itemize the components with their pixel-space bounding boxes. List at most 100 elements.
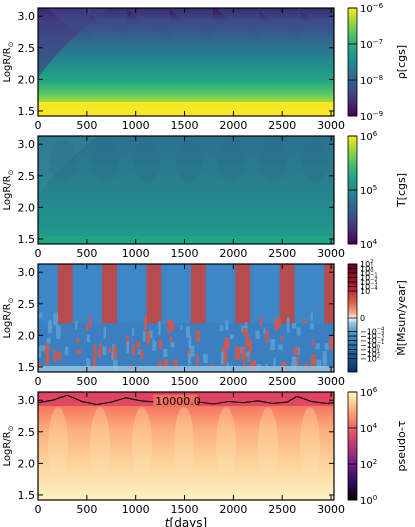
flux-column: [319, 264, 325, 324]
flux-column: [250, 264, 256, 324]
pulsation-lobe: [168, 8, 213, 38]
flux-cell: [259, 317, 263, 326]
pulsation-lobe: [132, 407, 152, 487]
pulsation-lobe: [258, 407, 278, 487]
flux-cell: [222, 353, 225, 366]
core-band: [38, 102, 334, 116]
flux-column: [186, 264, 192, 324]
flux-cell: [310, 312, 313, 321]
flux-cell: [139, 350, 144, 359]
flux-cell: [185, 325, 191, 338]
axes-frame: [37, 7, 335, 117]
flux-column: [235, 264, 241, 324]
contour-label: 10000.0: [155, 395, 201, 408]
flux-cell: [286, 317, 290, 328]
x-tick-label: 1500: [171, 119, 199, 132]
flux-cell: [148, 330, 153, 339]
pulsation-lobe: [48, 407, 68, 487]
y-tick-label: 2.0: [18, 73, 36, 86]
flux-cell: [143, 316, 147, 330]
flux-cell: [103, 327, 106, 339]
flux-column: [294, 264, 300, 324]
flux-cell: [188, 335, 192, 349]
pulsation-lobe: [46, 8, 91, 38]
y-tick-label: 1.5: [18, 233, 36, 246]
flux-cell: [222, 352, 228, 363]
x-tick-label: 3000: [317, 375, 345, 388]
initial-envelope: [38, 8, 108, 78]
flux-cell: [190, 345, 195, 357]
flux-cell: [221, 351, 224, 365]
flux-cell: [157, 360, 162, 369]
flux-column: [107, 264, 113, 324]
flux-cell: [92, 357, 96, 372]
panel-temperature: 0 500 1000 1500 2000 2500 3000 1.5 2.0 2.5 3.0 LogR…: [2, 130, 408, 260]
x-tick-label: 2500: [268, 503, 296, 516]
x-tick-label: 3000: [317, 503, 345, 516]
flux-column: [284, 264, 291, 324]
y-axis-label: LogR/R⊙: [2, 41, 15, 82]
colorbar-tick-label: 106: [360, 386, 378, 399]
pulsation-lobe: [90, 407, 110, 487]
flux-cell: [136, 341, 141, 348]
flux-column: [121, 264, 128, 324]
flux-column: [176, 264, 182, 324]
plot-area-optical-depth: 10000.0: [38, 392, 334, 500]
flux-cell: [293, 347, 299, 355]
flux-column: [151, 264, 157, 324]
y-tick-label: 3.0: [18, 394, 36, 407]
flux-cell: [296, 327, 301, 336]
colorbar-tick-label: 10−6: [360, 2, 384, 15]
x-tick-label: 2000: [219, 119, 247, 132]
flux-cell: [245, 322, 248, 333]
x-tick-label: 0: [35, 247, 42, 260]
x-tick-label: 1500: [171, 503, 199, 516]
y-tick-label: 1.5: [18, 489, 36, 502]
flux-cell: [163, 359, 169, 371]
colorbar-tick-label: −102: [360, 354, 380, 364]
x-tick-label: 500: [76, 375, 97, 388]
flux-cell: [278, 344, 283, 350]
colorbar-tick-label: 106: [360, 130, 378, 143]
y-tick-label: 3.0: [18, 138, 36, 151]
flux-cell: [311, 354, 316, 363]
flux-column: [38, 264, 44, 324]
colorbar-tick-label: −10−3: [360, 331, 384, 341]
flux-cell: [219, 324, 224, 332]
colorbar-label: T[cgs]: [395, 173, 408, 208]
flux-cell: [97, 349, 101, 358]
flux-column: [67, 264, 74, 324]
pulsation-lobe: [259, 141, 287, 181]
flux-column: [82, 264, 88, 324]
flux-column: [210, 264, 217, 324]
flux-cell: [291, 356, 295, 366]
flux-cell: [39, 312, 43, 318]
flux-cell: [248, 341, 252, 355]
x-tick-label: 500: [76, 119, 97, 132]
flux-cell: [46, 357, 49, 365]
flux-column: [161, 264, 167, 324]
colorbar-tick-label: −10−4: [360, 327, 384, 337]
plot-area-mass-flux: [38, 264, 334, 372]
x-tick-label: 1000: [122, 247, 150, 260]
flux-column: [146, 264, 152, 324]
colorbar-tick-label: 104: [360, 422, 378, 435]
colorbar-tick-label: 104: [360, 238, 378, 251]
flux-cell: [65, 346, 69, 356]
flux-column: [77, 264, 83, 324]
colorbar-tick-label: 0: [360, 314, 365, 323]
flux-cell: [309, 323, 314, 329]
x-tick-label: 1500: [171, 247, 199, 260]
flux-column: [230, 264, 236, 324]
flux-cell: [163, 348, 168, 357]
flux-cell: [245, 333, 250, 348]
y-tick-label: 2.5: [18, 426, 36, 439]
flux-column: [225, 264, 231, 324]
flux-cell: [273, 359, 276, 372]
heatmap-field: [38, 136, 334, 244]
plot-area-temperature: [38, 136, 334, 244]
colorbar-tick-label: 101: [360, 264, 373, 274]
flux-cell: [196, 354, 199, 367]
flux-column: [304, 264, 310, 324]
core-band: [38, 236, 334, 244]
